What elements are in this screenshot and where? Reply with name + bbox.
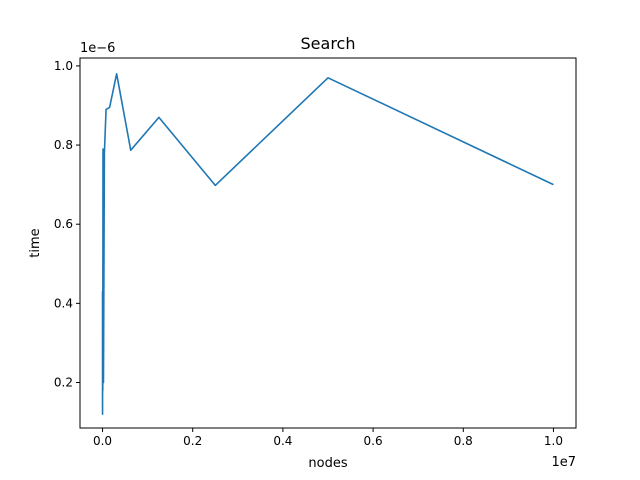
x-tick-label: 0.0 [93, 434, 112, 448]
x-tick-label: 0.8 [454, 434, 473, 448]
plot-background [80, 58, 576, 428]
x-tick-label: 1.0 [544, 434, 563, 448]
x-axis-label: nodes [308, 456, 347, 471]
y-offset-label: 1e−6 [80, 41, 115, 56]
y-tick-label: 0.6 [54, 217, 73, 231]
y-tick-label: 0.2 [54, 375, 73, 389]
y-axis-label: time [28, 228, 43, 257]
plot-frame [79, 57, 577, 429]
chart-title: Search [301, 34, 356, 53]
x-offset-label: 1e7 [551, 455, 576, 470]
x-tick-label: 0.6 [364, 434, 383, 448]
series-line [101, 73, 554, 415]
y-tick-label: 1.0 [54, 59, 73, 73]
y-tick-label: 0.4 [54, 296, 73, 310]
y-tick-label: 0.8 [54, 138, 73, 152]
x-axis: 0.0 0.2 0.4 0.6 0.8 1.0 [93, 428, 563, 448]
y-axis: 0.2 0.4 0.6 0.8 1.0 [54, 59, 80, 389]
x-tick-label: 0.4 [273, 434, 292, 448]
series-layer [101, 73, 554, 415]
x-tick-label: 0.2 [183, 434, 202, 448]
